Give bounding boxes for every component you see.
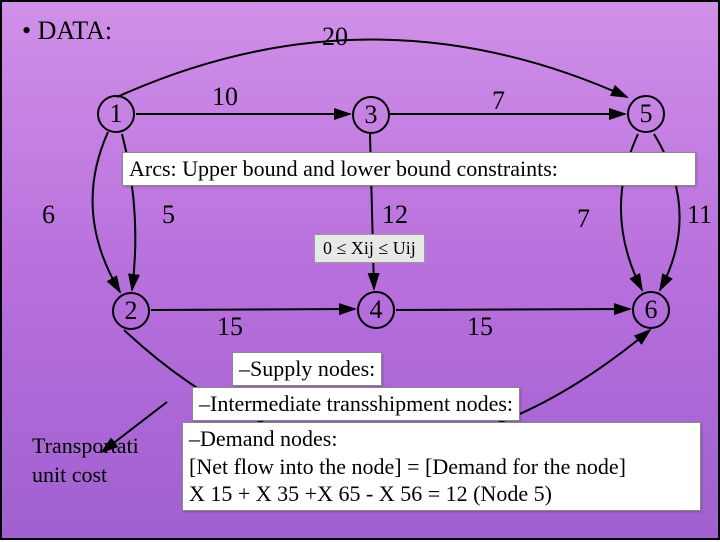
node-5-label: 5 bbox=[640, 99, 653, 129]
transport-label: Transportati unit cost bbox=[32, 432, 139, 489]
arcs-textbox: Arcs: Upper bound and lower bound constr… bbox=[122, 152, 696, 186]
title-text: DATA: bbox=[38, 16, 112, 45]
node-4-label: 4 bbox=[370, 295, 383, 325]
edge-label-7: 7 bbox=[492, 86, 505, 116]
edge-label-12: 12 bbox=[382, 200, 408, 230]
demand-textbox: –Demand nodes: [Net flow into the node] … bbox=[182, 422, 701, 511]
supply-textbox: –Supply nodes: bbox=[232, 352, 382, 386]
edge-label-7b: 7 bbox=[577, 204, 590, 234]
node-6: 6 bbox=[632, 291, 670, 329]
edge-label-6: 6 bbox=[42, 200, 55, 230]
edge-label-11: 11 bbox=[687, 200, 712, 230]
node-3-label: 3 bbox=[365, 100, 378, 130]
edge-label-5: 5 bbox=[162, 200, 175, 230]
node-3: 3 bbox=[352, 96, 390, 134]
edge-label-15b: 15 bbox=[467, 312, 493, 342]
formula-box: 0 ≤ Xij ≤ Uij bbox=[314, 234, 425, 263]
node-2-label: 2 bbox=[125, 296, 138, 326]
slide: • DATA: 1 3 5 2 4 6 20 bbox=[0, 0, 720, 540]
edge-label-15a: 15 bbox=[217, 312, 243, 342]
edge-label-20: 20 bbox=[322, 22, 348, 52]
slide-title: • DATA: bbox=[22, 16, 112, 46]
node-2: 2 bbox=[112, 292, 150, 330]
node-6-label: 6 bbox=[645, 295, 658, 325]
intermediate-textbox: –Intermediate transshipment nodes: bbox=[192, 387, 520, 421]
node-5: 5 bbox=[627, 95, 665, 133]
node-4: 4 bbox=[357, 291, 395, 329]
node-1: 1 bbox=[97, 95, 135, 133]
node-1-label: 1 bbox=[110, 99, 123, 129]
edge-label-10: 10 bbox=[212, 82, 238, 112]
